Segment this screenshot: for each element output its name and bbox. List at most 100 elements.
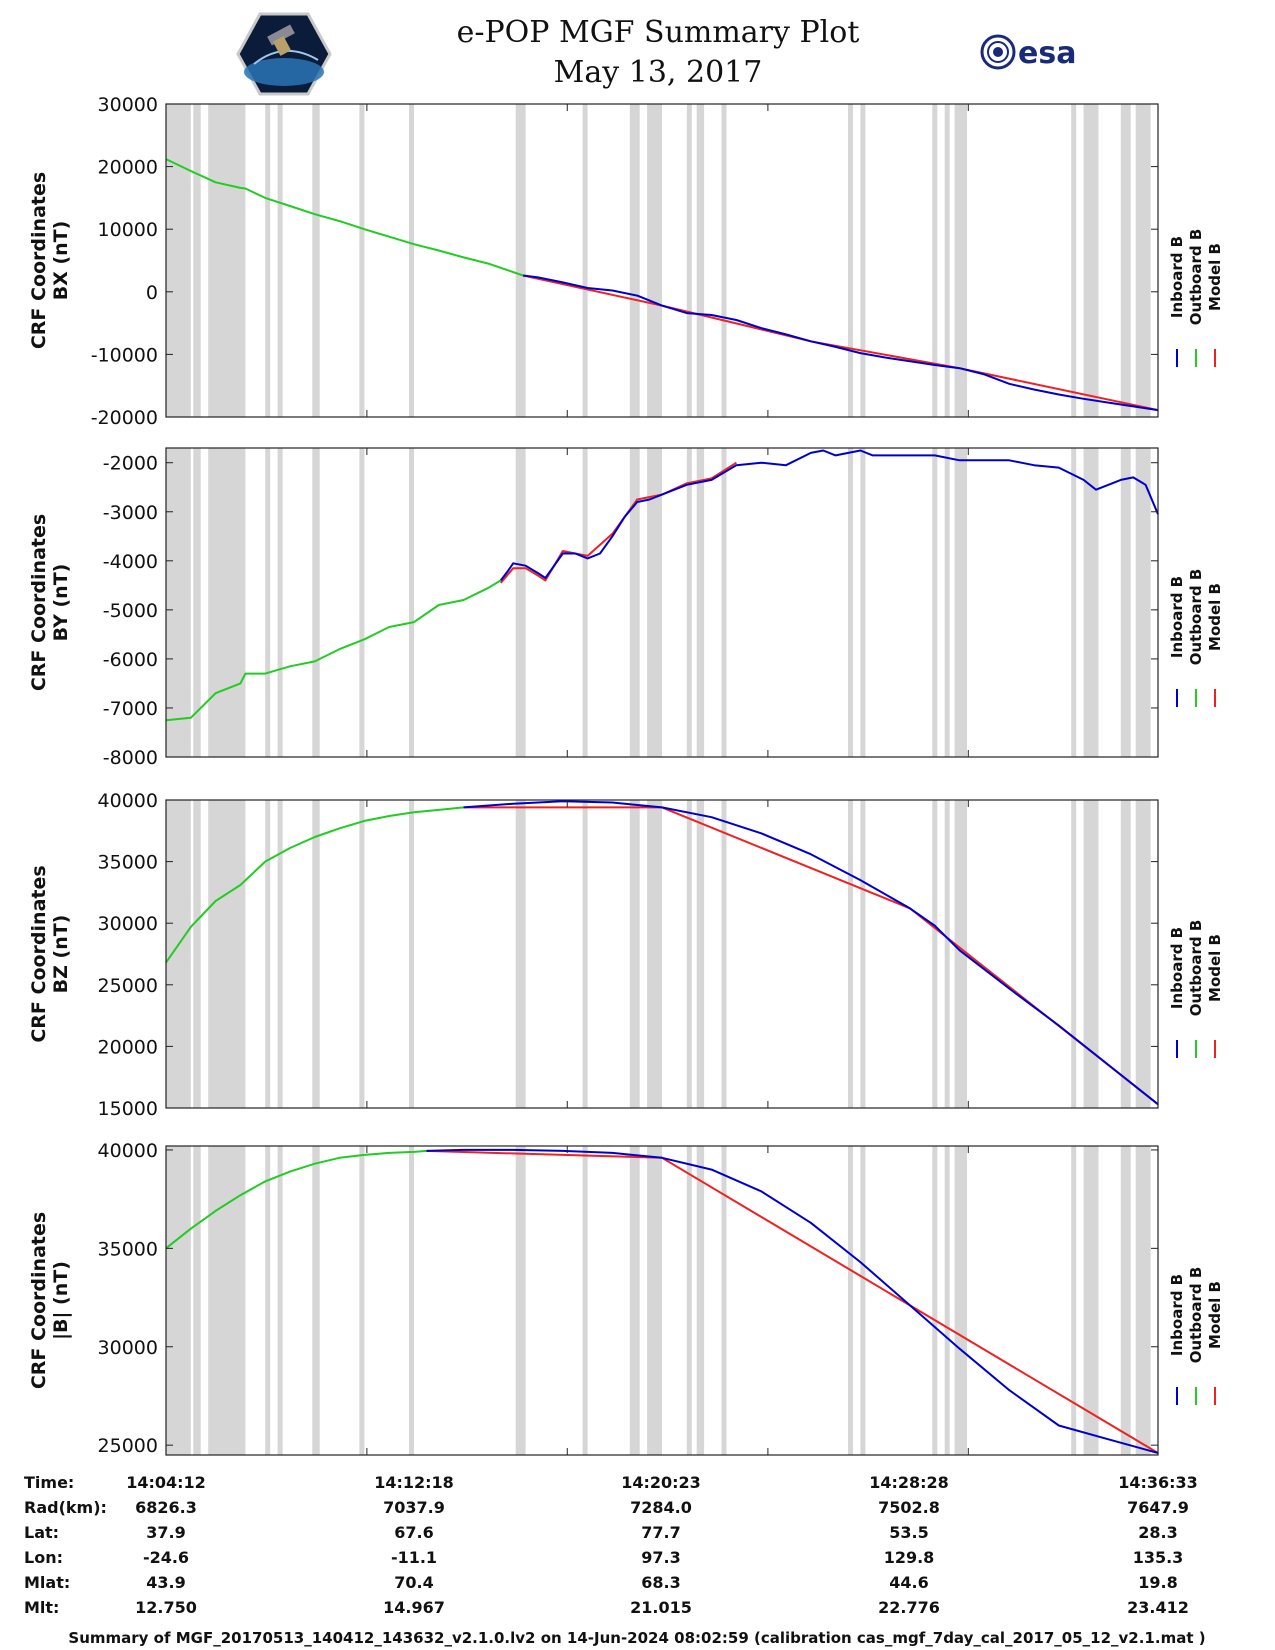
data-gap-band	[265, 448, 271, 757]
data-gap-band	[166, 448, 191, 757]
data-gap-band	[686, 800, 692, 1108]
data-gap-band	[1083, 104, 1099, 417]
data-gap-band	[1083, 800, 1099, 1108]
data-gap-band	[582, 1146, 588, 1455]
orbit-info-table: Time: Rad(km): Lat: Lon: Mlat: Mlt: 14:04:12 68…	[24, 1473, 1198, 1617]
y-tick-label: -4000	[103, 551, 158, 573]
plot-frame	[165, 1145, 1159, 1456]
data-gap-band	[696, 448, 705, 757]
data-gap-band	[265, 1146, 271, 1455]
data-gap-band	[647, 448, 662, 757]
data-gap-band	[193, 448, 201, 757]
data-gap-band	[944, 800, 950, 1108]
data-gap-band	[954, 1146, 967, 1455]
data-gap-band	[265, 800, 271, 1108]
table-row-label: Rad(km):	[24, 1498, 107, 1517]
y-tick-label: 10000	[98, 219, 158, 241]
data-gap-band	[312, 800, 320, 1108]
plot-panels: 30000 20000 10000 0 -10000 -20000 CRF Coordina…	[28, 94, 1224, 1457]
data-gap-band	[265, 104, 271, 417]
table-cell: 7647.9	[1127, 1498, 1189, 1517]
data-gap-band	[1135, 104, 1151, 417]
y-tick-label: 0	[146, 282, 158, 304]
data-gap-band	[721, 448, 727, 757]
table-row-label: Mlat:	[24, 1573, 70, 1592]
data-gap-band	[208, 1146, 246, 1455]
footer-caption: Summary of MGF_20170513_140412_143632_v2…	[68, 1629, 1205, 1647]
legend-label-model: Model B	[1206, 934, 1224, 1002]
plot-panel-2: -2000 -3000 -4000 -5000 -6000 -7000 -8000 CRF C…	[28, 447, 1224, 769]
table-cell: 19.8	[1138, 1573, 1177, 1592]
data-gap-band	[515, 448, 526, 757]
legend-label-inboard: Inboard B	[1168, 927, 1186, 1009]
y-tick-label: 40000	[98, 1140, 158, 1162]
data-gap-band	[944, 104, 950, 417]
table-row-label: Time:	[24, 1473, 74, 1492]
data-gap-band	[686, 1146, 692, 1455]
data-gap-band	[277, 1146, 283, 1455]
data-gap-band	[359, 448, 365, 757]
data-gap-band	[848, 1146, 853, 1455]
series-line-outboard-b	[165, 1149, 427, 1250]
plot-panel-4: 40000 35000 30000 25000 CRF Coordinates|B| (…	[28, 1140, 1224, 1457]
table-cell: 97.3	[641, 1548, 680, 1567]
data-gap-band	[1083, 448, 1099, 757]
legend-label-inboard: Inboard B	[1168, 1274, 1186, 1356]
data-gap-band	[848, 448, 853, 757]
y-tick-label: 25000	[98, 1435, 158, 1457]
data-gap-band	[1135, 448, 1151, 757]
y-axis-label-line2: BX (nT)	[50, 221, 72, 301]
legend-label-model: Model B	[1206, 1281, 1224, 1349]
data-gap-band	[1071, 448, 1077, 757]
data-gap-band	[515, 800, 526, 1108]
y-tick-label: -6000	[103, 649, 158, 671]
data-gap-band	[1083, 1146, 1099, 1455]
table-cell: 70.4	[394, 1573, 433, 1592]
table-cell: 77.7	[641, 1523, 680, 1542]
data-gap-band	[629, 1146, 640, 1455]
series-line-model-b	[463, 806, 1159, 1106]
data-gap-band	[359, 1146, 365, 1455]
series-line-outboard-b	[165, 806, 464, 964]
table-cell: 7284.0	[630, 1498, 692, 1517]
data-gap-band	[629, 448, 640, 757]
plot-frame	[165, 447, 1159, 758]
data-gap-band	[277, 800, 283, 1108]
y-tick-label: 30000	[98, 913, 158, 935]
series-line-inboard-b	[500, 449, 1159, 582]
data-gap-band	[696, 1146, 705, 1455]
title-line2: May 13, 2017	[554, 55, 763, 90]
legend-label-inboard: Inboard B	[1168, 236, 1186, 318]
data-gap-band	[409, 1146, 414, 1455]
data-gap-band	[860, 448, 866, 757]
data-gap-band	[193, 800, 201, 1108]
y-axis-label-line1: CRF Coordinates	[28, 514, 50, 691]
table-cell: 14:04:12	[126, 1473, 206, 1492]
data-gap-band	[359, 104, 365, 417]
series-line-inboard-b	[463, 800, 1159, 1106]
table-cell: 129.8	[884, 1548, 935, 1567]
y-axis-label-line2: |B| (nT)	[50, 1261, 72, 1340]
y-axis-label-line2: BZ (nT)	[50, 915, 72, 994]
data-gap-band	[1135, 800, 1151, 1108]
data-gap-band	[696, 104, 705, 417]
legend-label-outboard: Outboard B	[1187, 1267, 1205, 1364]
y-tick-label: 35000	[98, 852, 158, 874]
legend: Inboard B Outboard B Model B	[1168, 1267, 1224, 1405]
data-gap-band	[409, 104, 414, 417]
data-gap-band	[1120, 448, 1131, 757]
data-gap-band	[848, 104, 853, 417]
data-gap-band	[944, 1146, 950, 1455]
data-gap-band	[932, 448, 938, 757]
data-gap-band	[629, 800, 640, 1108]
y-tick-label: 30000	[98, 94, 158, 116]
data-gap-band	[954, 104, 967, 417]
table-cell: 6826.3	[135, 1498, 197, 1517]
table-cell: -11.1	[391, 1548, 437, 1567]
plot-frame	[165, 103, 1159, 418]
table-cell: 23.412	[1127, 1598, 1189, 1617]
plot-panel-1: 30000 20000 10000 0 -10000 -20000 CRF Coordina…	[28, 94, 1224, 429]
y-tick-label: 25000	[98, 975, 158, 997]
y-axis-label: CRF CoordinatesBX (nT)	[28, 172, 72, 349]
series-line-outboard-b	[165, 158, 524, 277]
